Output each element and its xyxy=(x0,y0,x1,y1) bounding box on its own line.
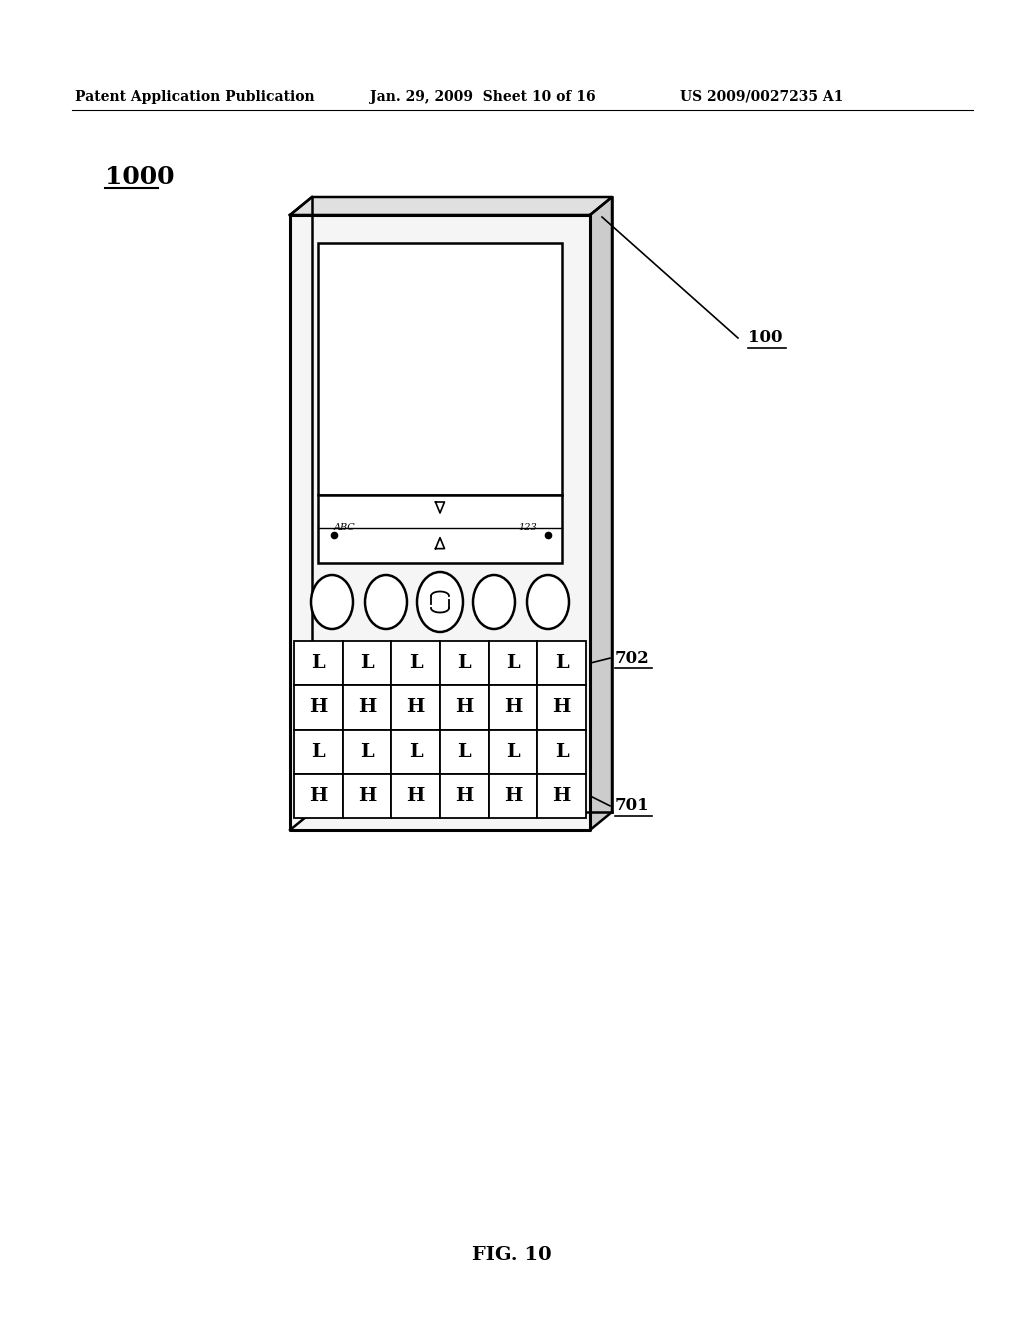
Polygon shape xyxy=(290,215,590,830)
Bar xyxy=(488,774,538,818)
Text: H: H xyxy=(504,698,522,717)
Bar xyxy=(391,685,440,730)
Bar xyxy=(343,730,391,774)
Text: 702: 702 xyxy=(615,649,650,667)
Bar xyxy=(488,642,538,685)
Text: ABC: ABC xyxy=(334,523,355,532)
Polygon shape xyxy=(590,197,612,830)
Text: H: H xyxy=(407,698,425,717)
Ellipse shape xyxy=(527,576,569,630)
Bar xyxy=(391,642,440,685)
Text: 123: 123 xyxy=(518,523,537,532)
Text: H: H xyxy=(309,698,328,717)
Bar xyxy=(318,495,562,564)
Ellipse shape xyxy=(473,576,515,630)
Text: L: L xyxy=(409,655,423,672)
Bar xyxy=(440,685,488,730)
Bar xyxy=(391,774,440,818)
Text: H: H xyxy=(455,698,473,717)
Text: L: L xyxy=(458,655,471,672)
Bar xyxy=(343,774,391,818)
Text: L: L xyxy=(506,655,520,672)
Bar xyxy=(294,685,343,730)
Text: H: H xyxy=(309,787,328,805)
Text: H: H xyxy=(407,787,425,805)
Text: FIG. 10: FIG. 10 xyxy=(472,1246,552,1265)
Text: L: L xyxy=(506,743,520,760)
Bar xyxy=(538,774,586,818)
Text: Jan. 29, 2009  Sheet 10 of 16: Jan. 29, 2009 Sheet 10 of 16 xyxy=(370,90,596,104)
Text: H: H xyxy=(357,787,376,805)
Bar xyxy=(440,730,488,774)
Bar xyxy=(294,642,343,685)
Text: H: H xyxy=(553,698,570,717)
Bar xyxy=(318,243,562,495)
Bar xyxy=(440,774,488,818)
Bar xyxy=(294,774,343,818)
Text: L: L xyxy=(409,743,423,760)
Ellipse shape xyxy=(365,576,407,630)
Text: L: L xyxy=(360,655,374,672)
Bar xyxy=(343,642,391,685)
Polygon shape xyxy=(290,197,612,215)
Ellipse shape xyxy=(311,576,353,630)
Text: 701: 701 xyxy=(615,797,649,814)
Text: H: H xyxy=(553,787,570,805)
Bar xyxy=(488,685,538,730)
Text: H: H xyxy=(455,787,473,805)
Ellipse shape xyxy=(417,572,463,632)
Bar xyxy=(538,685,586,730)
Text: L: L xyxy=(360,743,374,760)
Text: 1000: 1000 xyxy=(105,165,174,189)
Bar xyxy=(440,642,488,685)
Bar xyxy=(391,730,440,774)
Text: H: H xyxy=(504,787,522,805)
Text: 100: 100 xyxy=(748,330,782,346)
Text: H: H xyxy=(357,698,376,717)
Text: Patent Application Publication: Patent Application Publication xyxy=(75,90,314,104)
Bar xyxy=(343,685,391,730)
Text: L: L xyxy=(555,655,568,672)
Text: US 2009/0027235 A1: US 2009/0027235 A1 xyxy=(680,90,844,104)
Text: L: L xyxy=(311,743,326,760)
Bar xyxy=(538,642,586,685)
Text: L: L xyxy=(458,743,471,760)
Text: L: L xyxy=(555,743,568,760)
Bar xyxy=(488,730,538,774)
Bar xyxy=(538,730,586,774)
Bar xyxy=(294,730,343,774)
Text: L: L xyxy=(311,655,326,672)
